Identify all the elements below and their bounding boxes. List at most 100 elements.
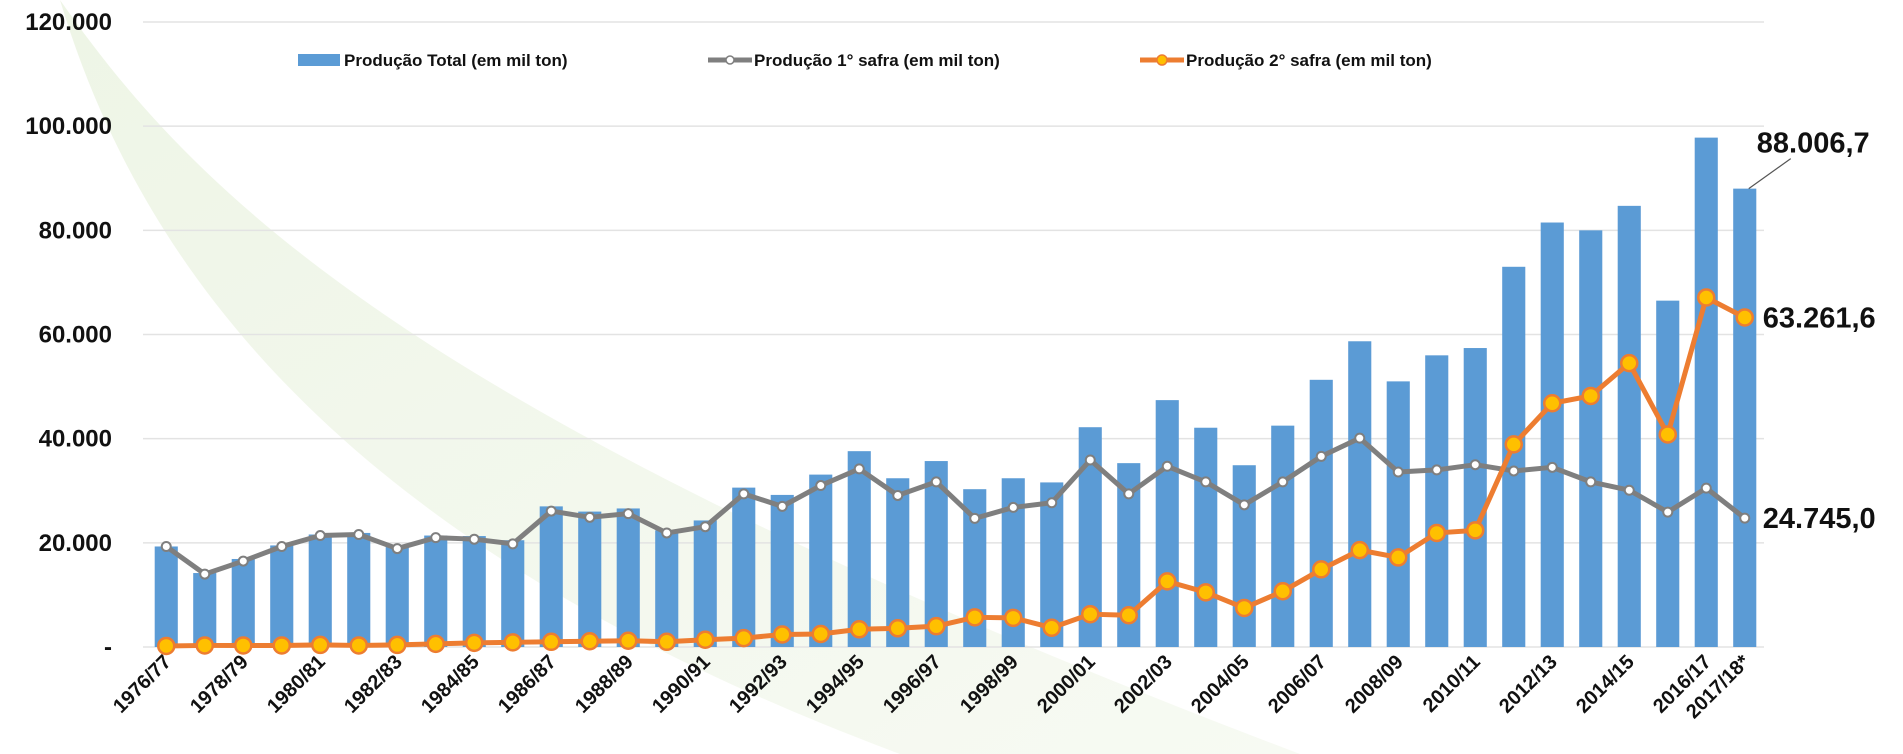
label-leader xyxy=(1748,158,1792,190)
x-tick-label: 2008/09 xyxy=(1341,651,1408,718)
point-marker xyxy=(195,636,214,655)
bar xyxy=(1348,341,1372,647)
point-marker xyxy=(1392,466,1404,478)
bar xyxy=(1617,205,1641,647)
point-marker xyxy=(426,634,445,654)
point-marker xyxy=(811,624,830,644)
bar xyxy=(539,506,563,647)
bar xyxy=(1232,465,1256,647)
point-marker xyxy=(1315,450,1327,462)
bar xyxy=(424,535,448,647)
point-marker xyxy=(1238,499,1250,511)
bar xyxy=(154,546,178,647)
point-marker xyxy=(657,632,676,652)
point-marker xyxy=(815,480,827,492)
x-tick-label: 1976/77 xyxy=(109,651,176,718)
bar xyxy=(1425,355,1449,647)
point-marker xyxy=(160,540,172,552)
point-marker xyxy=(391,543,403,555)
bar xyxy=(1040,482,1064,647)
point-marker xyxy=(1739,512,1751,524)
bar xyxy=(1386,381,1410,647)
x-tick-label: 1978/79 xyxy=(186,651,253,718)
point-marker xyxy=(1123,488,1135,500)
bar xyxy=(963,489,987,647)
point-marker xyxy=(468,533,480,545)
bar xyxy=(501,540,525,647)
point-marker xyxy=(349,636,368,655)
point-marker xyxy=(1084,454,1096,466)
x-tick-label: 2010/11 xyxy=(1419,651,1485,717)
point-marker xyxy=(1700,482,1712,494)
point-marker xyxy=(734,628,753,648)
bar xyxy=(193,573,217,647)
point-marker xyxy=(1508,465,1520,477)
point-marker xyxy=(1431,464,1443,476)
point-marker xyxy=(888,619,907,638)
bar xyxy=(809,474,833,647)
point-marker xyxy=(1007,501,1019,513)
point-marker xyxy=(1158,572,1177,591)
legend-label: Produção 2° safra (em mil ton) xyxy=(1186,51,1432,70)
point-marker xyxy=(1543,394,1562,413)
bar xyxy=(1155,400,1179,647)
bar xyxy=(655,530,679,647)
point-marker xyxy=(1735,308,1754,327)
point-marker xyxy=(892,489,904,501)
point-marker xyxy=(773,625,792,644)
data-label: 88.006,7 xyxy=(1757,128,1870,160)
point-marker xyxy=(1042,618,1061,637)
point-marker xyxy=(545,505,557,517)
y-tick-label: 120.000 xyxy=(25,9,112,36)
point-marker xyxy=(1161,460,1173,472)
point-marker xyxy=(314,530,326,542)
point-marker xyxy=(1004,608,1023,628)
point-marker xyxy=(661,527,673,539)
bar xyxy=(732,487,756,647)
y-tick-label: 100.000 xyxy=(25,113,112,140)
point-marker xyxy=(699,521,711,533)
point-marker xyxy=(237,555,249,567)
point-marker xyxy=(1350,540,1369,560)
point-marker xyxy=(622,508,634,520)
bar xyxy=(308,534,332,647)
point-marker xyxy=(542,632,561,652)
point-marker xyxy=(1081,604,1100,624)
bar xyxy=(693,520,717,647)
bar xyxy=(270,545,294,647)
bar xyxy=(1309,379,1333,647)
y-tick-label: 80.000 xyxy=(39,217,112,244)
point-marker xyxy=(580,632,599,651)
point-marker xyxy=(1581,386,1600,406)
point-marker xyxy=(272,636,291,655)
bar xyxy=(770,494,794,647)
x-tick-label: 2014/15 xyxy=(1572,651,1639,718)
point-marker xyxy=(1469,459,1481,471)
point-marker xyxy=(619,631,638,650)
point-marker xyxy=(930,476,942,488)
data-label: 63.261,6 xyxy=(1763,303,1876,335)
bar xyxy=(578,511,602,647)
point-marker xyxy=(1620,353,1639,373)
point-marker xyxy=(1389,548,1408,567)
point-marker xyxy=(157,636,176,656)
point-marker xyxy=(1354,432,1366,444)
point-marker xyxy=(503,633,522,652)
point-marker xyxy=(1504,435,1523,454)
point-marker xyxy=(430,532,442,544)
bar xyxy=(924,461,948,647)
legend-marker xyxy=(725,55,735,65)
legend-label: Produção Total (em mil ton) xyxy=(344,51,568,70)
point-marker xyxy=(1466,521,1485,540)
point-marker xyxy=(199,568,211,580)
x-tick-label: 2006/07 xyxy=(1264,651,1331,718)
point-marker xyxy=(1623,484,1635,496)
bar xyxy=(1271,425,1295,647)
background-swoosh xyxy=(60,0,1300,754)
legend-swatch xyxy=(298,54,340,66)
point-marker xyxy=(853,463,865,475)
point-marker xyxy=(1196,583,1215,602)
x-tick-label: 2004/05 xyxy=(1187,651,1254,718)
point-marker xyxy=(1697,288,1716,307)
